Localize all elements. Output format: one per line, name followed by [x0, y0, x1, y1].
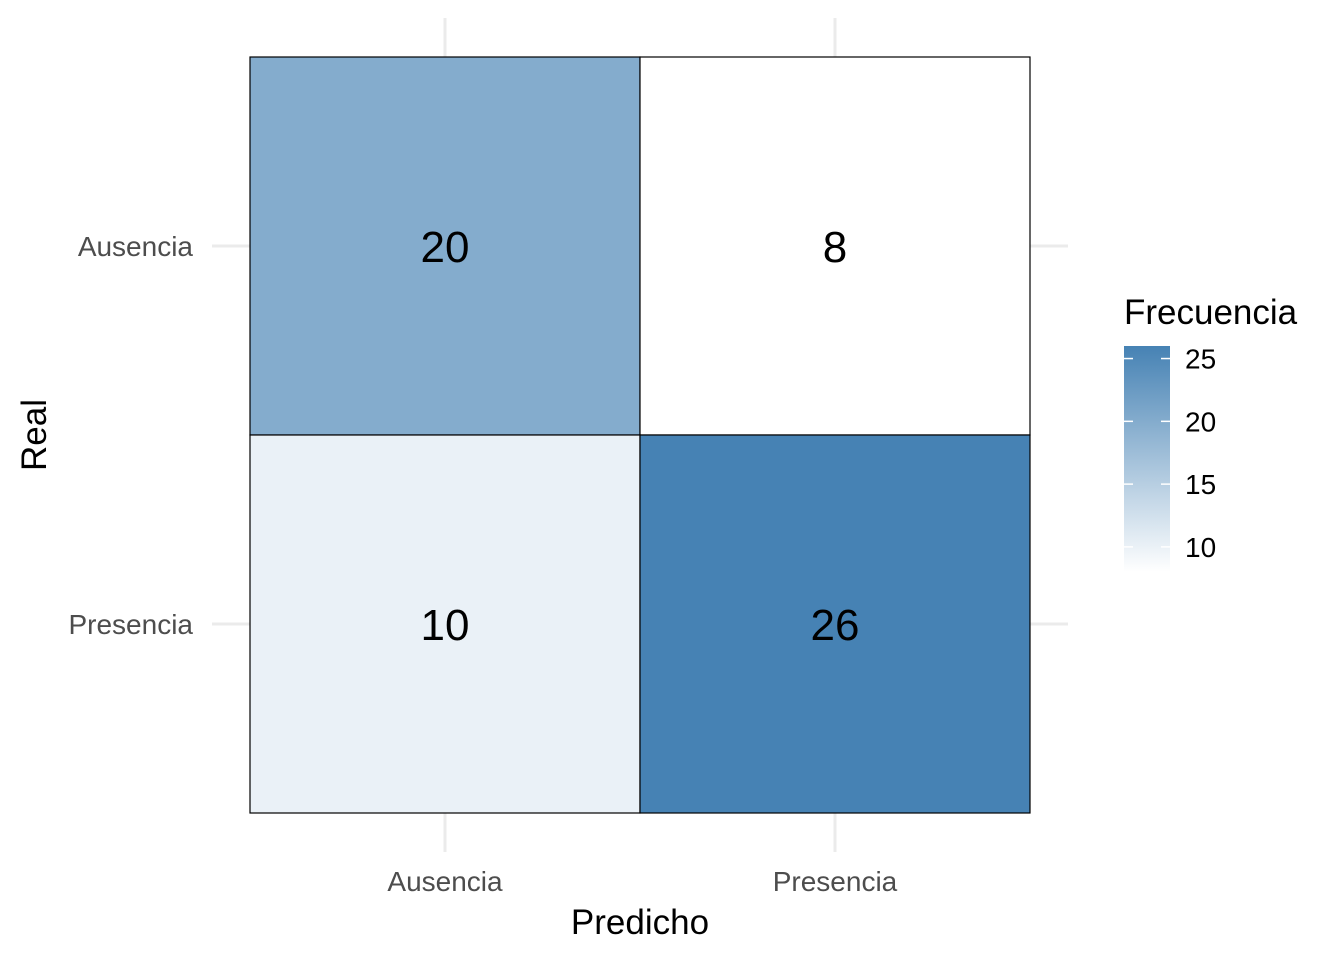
cell-value-label: 10: [421, 601, 470, 650]
legend-tick-label: 25: [1185, 344, 1216, 375]
x-tick-label: Presencia: [773, 866, 898, 897]
legend-ticks: 10 15 20 25: [1124, 344, 1216, 563]
heatmap-cells: [249, 56, 1031, 814]
heatmap-cell: [249, 56, 641, 436]
cell-value-label: 26: [811, 601, 860, 650]
color-legend: Frecuencia 10 15 20 25: [1124, 293, 1298, 572]
cell-value-label: 8: [823, 223, 847, 272]
legend-tick-label: 15: [1185, 469, 1216, 500]
x-axis-title: Predicho: [571, 903, 709, 942]
x-tick-label: Ausencia: [387, 866, 503, 897]
cell-labels: 20 8 10 26: [421, 223, 860, 650]
y-tick-label: Presencia: [68, 609, 193, 640]
cell-value-label: 20: [421, 223, 470, 272]
x-axis-ticks: Ausencia Presencia: [387, 866, 897, 897]
legend-tick-label: 10: [1185, 532, 1216, 563]
heatmap-cell: [249, 434, 641, 814]
heatmap-cell: [639, 434, 1031, 814]
legend-colorbar: [1124, 346, 1170, 572]
legend-tick-label: 20: [1185, 406, 1216, 437]
y-tick-label: Ausencia: [78, 231, 194, 262]
y-axis-ticks: Ausencia Presencia: [68, 231, 193, 640]
legend-title: Frecuencia: [1124, 293, 1298, 332]
y-axis-title: Real: [15, 399, 54, 471]
